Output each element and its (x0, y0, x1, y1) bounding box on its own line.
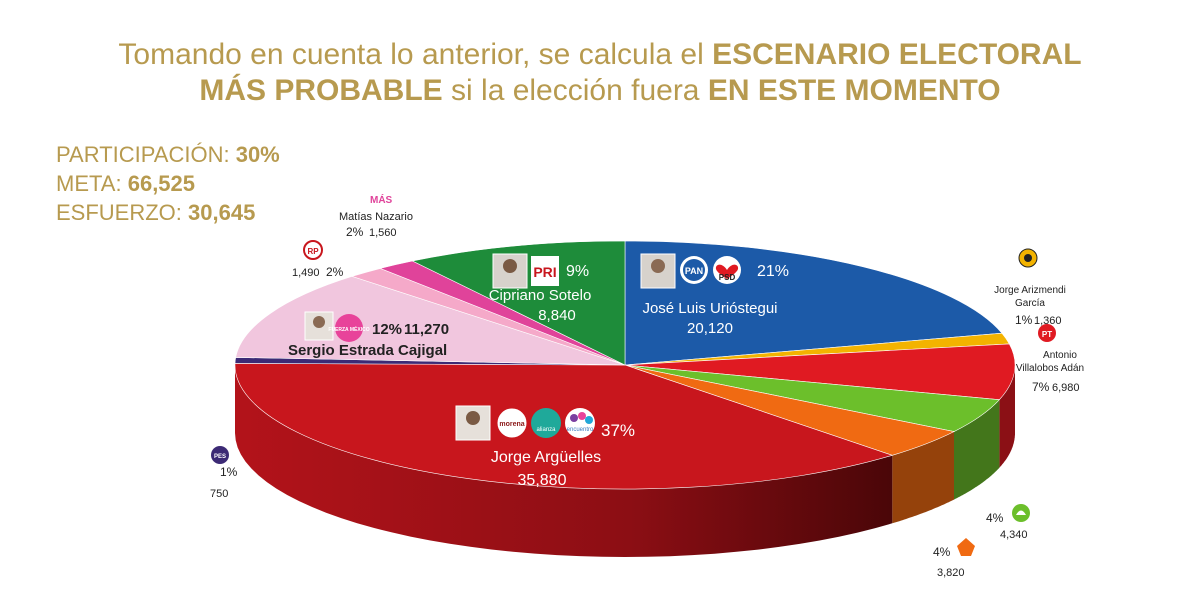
label-rp-votes: 1,490 (292, 267, 320, 279)
label-arizmendi-name1: Jorge Arizmendi (994, 285, 1066, 296)
title-line-1: Tomando en cuenta lo anterior, se calcul… (0, 36, 1200, 74)
label-arizmendi-pct: 1% (1015, 313, 1033, 327)
label-pes-votes: 750 (210, 488, 228, 500)
label-nazario-name: Matías Nazario (339, 211, 413, 223)
pie-slice (411, 240, 626, 366)
alianza-logo-text: alianza (536, 427, 556, 433)
pie-top (234, 240, 1016, 490)
title-text: Tomando en cuenta lo anterior, se calcul… (118, 38, 713, 71)
rp-logo-text: RP (307, 247, 319, 256)
pt-logo (1038, 324, 1056, 342)
label-arizmendi-votes: 1,360 (1034, 315, 1062, 327)
label-nazario-votes: 1,560 (369, 227, 397, 239)
fuerza-mexico-logo (335, 314, 363, 342)
label-villalobos-name1: Antonio (1043, 350, 1077, 361)
avatar (313, 316, 325, 328)
heart-icon (715, 264, 739, 279)
alianza-logo (531, 408, 561, 438)
pt-logo-text: PT (1042, 330, 1052, 339)
label-uriostegui-votes: 20,120 (687, 320, 733, 337)
pes-logo-text: PES (214, 454, 226, 460)
label-uriostegui-pct: 21% (757, 263, 789, 280)
label-estrada-votes: 11,270 (404, 321, 449, 338)
fuerza-logo-text: FUERZA MÉXICO (328, 325, 369, 333)
title-bold: MÁS PROBABLE (199, 74, 443, 107)
title-bold: EN ESTE MOMENTO (707, 74, 1001, 107)
mc-logo (957, 538, 975, 556)
pie-side-slice (892, 431, 954, 524)
label-nazario-pct: 2% (346, 225, 364, 239)
label-uriostegui-name: José Luis Urióstegui (642, 300, 777, 317)
pie-slice (235, 276, 626, 366)
label-arguelles-votes: 35,880 (518, 472, 567, 489)
label-mc-votes: 3,820 (937, 567, 965, 579)
label-arguelles-pct: 37% (601, 421, 635, 440)
meta-label: META: (56, 171, 128, 196)
pie-side-slice (954, 399, 1000, 500)
pan-logo-text: PAN (685, 266, 703, 276)
label-estrada-pct: 12% (372, 321, 402, 338)
title-text: si la elección fuera (442, 74, 708, 107)
avatar (466, 411, 480, 425)
label-pes-pct: 1% (220, 465, 238, 479)
label-villalobos-name2: Villalobos Adán (1016, 363, 1084, 374)
label-villalobos-pct: 7% (1032, 380, 1050, 394)
encuentro-dot (585, 416, 593, 424)
label-sotelo-name: Cipriano Sotelo (489, 287, 592, 304)
pri-logo (531, 256, 559, 286)
morena-logo-text: morena (499, 421, 524, 428)
label-villalobos-votes: 6,980 (1052, 382, 1080, 394)
pie-side-slice (235, 365, 893, 557)
label-verde-votes: 4,340 (1000, 529, 1028, 541)
pes-logo (211, 446, 229, 464)
label-sotelo-pct: 9% (566, 263, 589, 280)
label-estrada-name: Sergio Estrada Cajigal (288, 342, 447, 359)
label-sotelo-votes: 8,840 (538, 307, 576, 324)
title-line-2: MÁS PROBABLE si la elección fuera EN EST… (0, 72, 1200, 110)
pie-side (235, 365, 1015, 557)
pie-slice (234, 363, 894, 490)
encuentro-dot (578, 412, 586, 420)
title-bold: ESCENARIO ELECTORAL (712, 38, 1082, 71)
label-verde-pct: 4% (986, 511, 1004, 525)
encuentro-dot (570, 414, 578, 422)
avatar (503, 259, 517, 273)
rp-logo (303, 240, 323, 260)
participacion-label: PARTICIPACIÓN: (56, 142, 236, 167)
label-arizmendi-name2: García (1015, 298, 1045, 309)
esfuerzo-value: 30,645 (188, 200, 256, 225)
morena-logo (496, 407, 528, 439)
esfuerzo-label: ESFUERZO: (56, 200, 189, 225)
pie-slice (624, 343, 1016, 401)
encuentro-logo-text: encuentro (567, 427, 594, 433)
meta: META: 66,525 (56, 169, 195, 198)
pie-side-slice (999, 365, 1015, 468)
label-mc-pct: 4% (933, 545, 951, 559)
mas-logo: MÁS (370, 193, 393, 206)
label-rp-pct: 2% (326, 265, 344, 279)
meta-value: 66,525 (127, 171, 196, 196)
pan-logo-inner (683, 259, 705, 281)
avatar (651, 259, 665, 273)
label-arguelles-name: Jorge Argüelles (491, 449, 601, 466)
participacion-value: 30% (235, 142, 280, 167)
psd-logo-text: PSD (719, 273, 736, 282)
pri-logo-text: PRI (533, 264, 556, 280)
participacion: PARTICIPACIÓN: 30% (56, 140, 280, 169)
verde-logo-mark (1016, 510, 1026, 515)
arizmendi-logo-inner (1024, 254, 1032, 262)
esfuerzo: ESFUERZO: 30,645 (56, 198, 255, 227)
